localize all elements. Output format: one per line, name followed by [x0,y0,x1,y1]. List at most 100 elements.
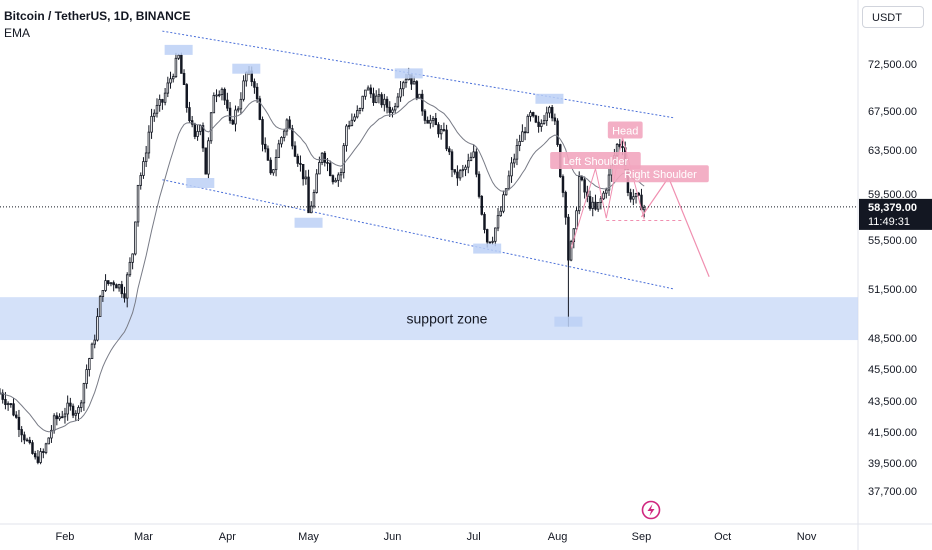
candle[interactable] [193,122,197,140]
candle[interactable] [6,401,10,411]
candle[interactable] [312,189,316,209]
candle[interactable] [269,157,272,175]
candle[interactable] [220,87,224,101]
candle[interactable] [50,425,53,443]
candle[interactable] [90,342,94,359]
candle[interactable] [280,136,283,148]
candle[interactable] [136,184,140,227]
candle[interactable] [594,194,597,211]
candle[interactable] [464,164,467,177]
candle[interactable] [494,227,497,247]
candle[interactable] [115,283,118,289]
candle[interactable] [112,280,115,292]
candle[interactable] [96,308,99,342]
candle[interactable] [142,157,145,179]
channel-upper-line[interactable] [162,30,675,119]
candle[interactable] [602,190,605,201]
candle[interactable] [264,137,267,153]
candle[interactable] [596,202,600,212]
candle[interactable] [353,113,356,122]
candle[interactable] [171,73,175,83]
candle[interactable] [144,145,148,167]
candle[interactable] [285,118,289,136]
candle[interactable] [632,189,635,206]
lightning-icon[interactable] [641,500,661,520]
indicator-legend[interactable]: EMA [4,26,31,40]
candle[interactable] [350,113,354,127]
candle[interactable] [85,364,88,389]
candle[interactable] [556,118,559,147]
candle[interactable] [228,102,232,124]
candle[interactable] [236,106,240,113]
candle[interactable] [510,157,513,183]
candle[interactable] [180,52,183,74]
candle[interactable] [483,212,486,234]
highlight-box[interactable] [473,243,502,254]
candle[interactable] [488,241,492,244]
candle[interactable] [182,69,186,85]
candle[interactable] [166,76,170,98]
candle[interactable] [88,357,91,377]
candle[interactable] [258,95,262,121]
candle[interactable] [515,138,519,166]
candle[interactable] [537,115,540,133]
candle[interactable] [328,160,332,177]
candle[interactable] [158,94,161,112]
candle[interactable] [79,399,83,413]
candle[interactable] [388,101,391,117]
candle[interactable] [304,170,308,185]
candle[interactable] [445,124,448,152]
candle[interactable] [1,389,4,404]
channel-lower-line[interactable] [162,179,675,290]
candle[interactable] [109,282,113,287]
candle[interactable] [526,114,530,134]
candle[interactable] [98,294,102,318]
candle[interactable] [66,395,69,421]
candle[interactable] [423,109,427,125]
candle[interactable] [437,122,440,138]
last-price-badge[interactable] [859,198,932,230]
candle[interactable] [150,108,153,139]
candle[interactable] [499,206,502,217]
candle[interactable] [553,113,557,125]
candle[interactable] [277,139,281,158]
highlight-box[interactable] [535,93,564,104]
candle[interactable] [369,84,373,99]
candle[interactable] [502,190,505,214]
highlight-box[interactable] [164,44,193,55]
candle[interactable] [372,87,375,106]
candle[interactable] [361,95,364,112]
candle[interactable] [61,410,64,419]
candle[interactable] [274,149,278,177]
candle[interactable] [634,192,638,204]
candle[interactable] [469,152,473,162]
candle[interactable] [540,119,543,132]
candle[interactable] [477,171,481,199]
candle[interactable] [393,102,397,113]
candle[interactable] [47,437,50,445]
candle[interactable] [174,52,178,78]
candle[interactable] [125,272,129,308]
candle[interactable] [25,437,29,442]
candle[interactable] [588,190,592,211]
candle[interactable] [55,412,59,426]
candle[interactable] [480,195,484,216]
candle[interactable] [299,155,302,172]
candle[interactable] [139,172,142,190]
candle[interactable] [131,253,134,270]
candle[interactable] [426,116,429,124]
candle[interactable] [550,104,554,122]
candle[interactable] [23,431,26,445]
candle[interactable] [583,176,586,199]
candle[interactable] [507,170,511,191]
candle[interactable] [461,164,465,178]
candle[interactable] [396,92,400,109]
candle[interactable] [291,124,294,150]
candle[interactable] [513,153,516,168]
candle[interactable] [212,92,216,114]
candle[interactable] [169,71,172,89]
candle[interactable] [104,274,107,292]
candle[interactable] [356,105,359,119]
candle[interactable] [380,92,383,108]
candle[interactable] [385,96,389,114]
